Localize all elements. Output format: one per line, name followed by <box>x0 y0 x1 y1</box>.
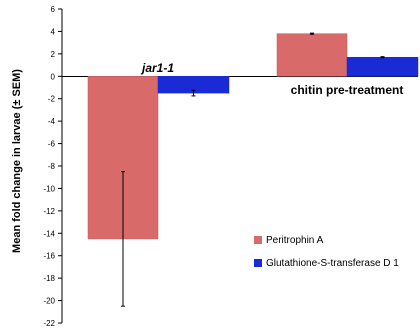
y-tick-label: -16 <box>43 252 55 261</box>
legend: Peritrophin A Glutathione-S-transferase D… <box>254 235 399 269</box>
group-label-2: chitin pre-treatment <box>291 83 404 97</box>
bar-2-1 <box>276 33 348 77</box>
legend-swatch-2 <box>254 259 262 267</box>
y-tick-label: -2 <box>48 95 56 104</box>
y-tick-label: 2 <box>51 50 56 59</box>
y-tick-label: -20 <box>43 297 55 306</box>
y-tick-label: 0 <box>51 72 56 81</box>
bar-2-2 <box>346 56 419 77</box>
y-tick-label: -18 <box>43 274 55 283</box>
y-tick-label: -22 <box>43 319 55 328</box>
legend-label-1: Peritrophin A <box>266 235 324 246</box>
group-label-1: jar1-1 <box>140 61 174 75</box>
legend-label-2: Glutathione-S-transferase D 1 <box>266 258 399 269</box>
group-labels-layer: jar1-1 chitin pre-treatment <box>140 61 403 97</box>
error-bars-layer <box>121 32 385 307</box>
y-tick-label: 4 <box>51 27 56 36</box>
y-tick-label: -12 <box>43 207 55 216</box>
y-tick-label: -14 <box>43 229 55 238</box>
y-tick-label: -10 <box>43 184 55 193</box>
legend-swatch-1 <box>254 236 262 244</box>
y-tick-label: -4 <box>48 117 56 126</box>
y-tick-label: 6 <box>51 5 56 14</box>
y-tick-label: -8 <box>48 162 56 171</box>
y-axis-label: Mean fold change in larvae (± SEM) <box>11 69 23 253</box>
y-tick-label: -6 <box>48 140 56 149</box>
bars-layer <box>87 33 419 240</box>
